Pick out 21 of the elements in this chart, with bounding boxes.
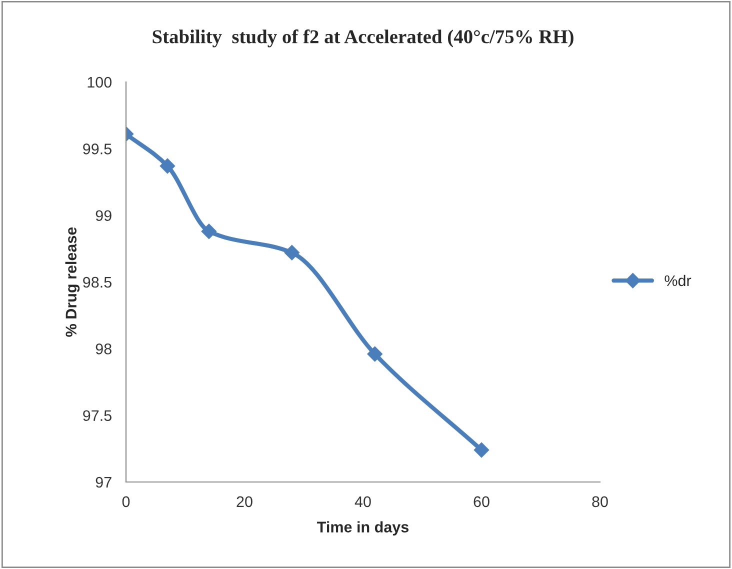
y-tick-label: 97 (96, 476, 112, 488)
point (201, 224, 217, 239)
y-axis-title: % Drug release (65, 227, 80, 337)
chart-title: Stability study of f2 at Accelerated (40°c/75% RH) (152, 29, 574, 48)
x-tick-label: 40 (354, 496, 371, 508)
legend-label: %dr (664, 274, 692, 286)
x-tick-label: 80 (592, 496, 608, 508)
x-tick-label: 0 (122, 496, 130, 508)
y-tick-label: 97.5 (83, 410, 112, 422)
x-tick-label: 20 (236, 496, 252, 508)
y-tick-label: 99 (96, 210, 112, 222)
point (367, 346, 382, 362)
x-tick-label: 60 (474, 496, 490, 508)
y-tick-label: 98 (96, 344, 112, 354)
x-axis-title: Time in days (317, 521, 409, 536)
point (474, 442, 490, 458)
y-tick-label: 98.5 (83, 276, 112, 288)
y-tick-label: 99.5 (83, 144, 112, 154)
y-tick-label: 100 (88, 76, 112, 88)
point (284, 245, 300, 260)
point (160, 158, 176, 174)
